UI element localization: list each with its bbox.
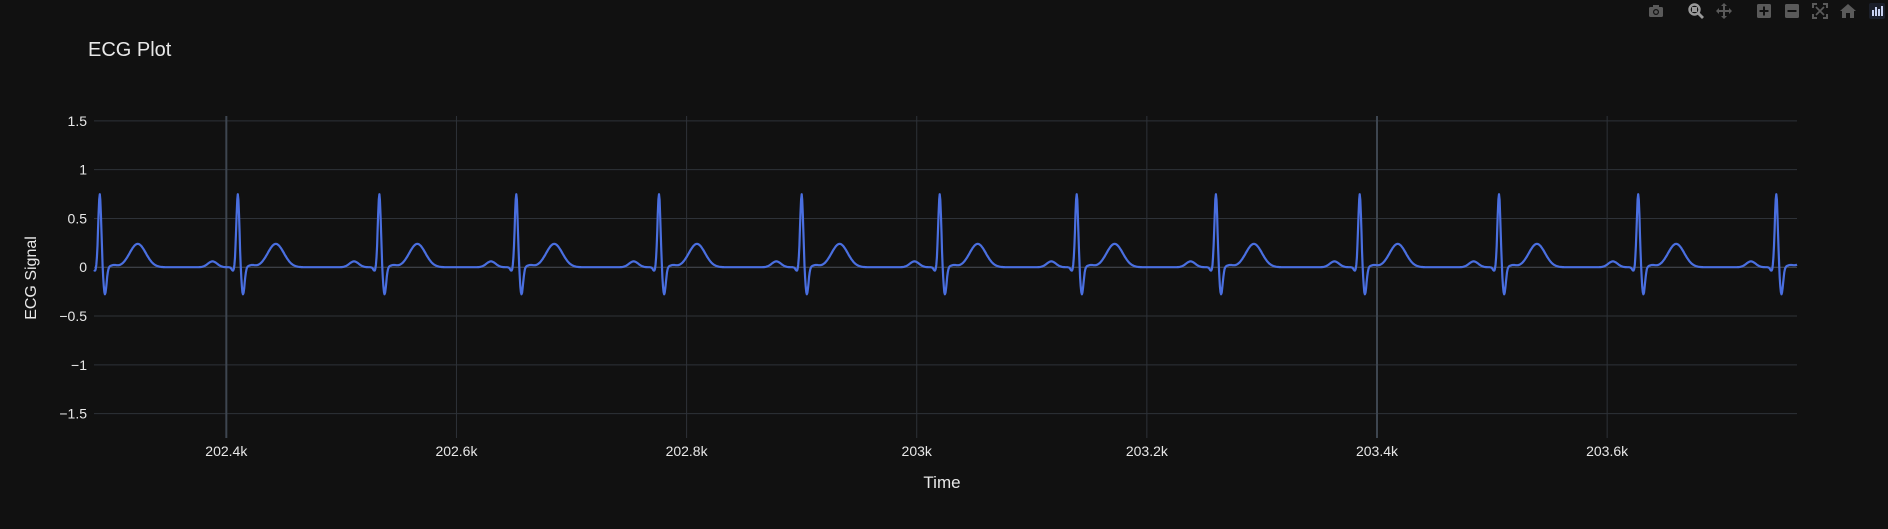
y-tick-label: 1 xyxy=(79,162,87,178)
zoom-icon[interactable] xyxy=(1682,0,1710,22)
x-tick-label: 203k xyxy=(902,443,933,459)
y-tick-label: 1.5 xyxy=(68,113,88,129)
ecg-signal-line xyxy=(93,193,1798,296)
grid xyxy=(94,116,1797,438)
y-tick-label: 0 xyxy=(79,259,87,275)
home-icon[interactable] xyxy=(1834,0,1862,22)
y-axis-label: ECG Signal xyxy=(23,236,40,320)
x-axis-ticks: 202.4k 202.6k 202.8k 203k 203.2k 203.4k 203.6k xyxy=(205,443,1629,459)
y-tick-label: −1.5 xyxy=(59,406,87,422)
x-tick-label: 202.8k xyxy=(666,443,709,459)
modebar xyxy=(1642,0,1888,22)
x-tick-label: 203.4k xyxy=(1356,443,1399,459)
zoom-out-icon[interactable] xyxy=(1778,0,1806,22)
pan-icon[interactable] xyxy=(1710,0,1738,22)
x-tick-label: 202.4k xyxy=(205,443,248,459)
chart-title: ECG Plot xyxy=(88,39,172,61)
y-tick-label: −1 xyxy=(71,357,87,373)
camera-icon[interactable] xyxy=(1642,0,1670,22)
y-axis-ticks: 1.5 1 0.5 0 −0.5 −1 −1.5 xyxy=(59,113,87,422)
x-tick-label: 203.6k xyxy=(1586,443,1629,459)
x-tick-label: 202.6k xyxy=(435,443,478,459)
y-tick-label: 0.5 xyxy=(68,210,88,226)
plot-area[interactable] xyxy=(93,193,1798,296)
y-tick-label: −0.5 xyxy=(59,308,87,324)
autoscale-icon[interactable] xyxy=(1806,0,1834,22)
x-axis-label: Time xyxy=(923,473,960,492)
x-tick-label: 203.2k xyxy=(1126,443,1169,459)
plotly-logo-icon[interactable] xyxy=(1866,0,1888,22)
zoom-in-icon[interactable] xyxy=(1750,0,1778,22)
